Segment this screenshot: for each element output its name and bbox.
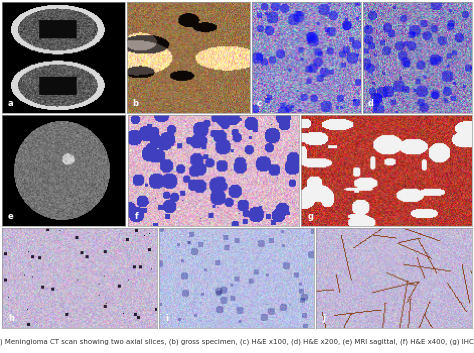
Text: d: d: [367, 98, 374, 108]
Text: b: b: [132, 98, 138, 108]
Text: f: f: [135, 212, 138, 221]
Text: Figure 1: (a-j) Clear cell tumors of CNS. (a) Meningioma CT scan showing two axi: Figure 1: (a-j) Clear cell tumors of CNS…: [0, 338, 474, 345]
Text: c: c: [256, 98, 261, 108]
Text: j: j: [323, 314, 326, 323]
Text: i: i: [165, 314, 169, 323]
Text: e: e: [7, 212, 13, 221]
Text: a: a: [7, 98, 13, 108]
Text: h: h: [9, 314, 15, 323]
Text: g: g: [308, 212, 314, 221]
